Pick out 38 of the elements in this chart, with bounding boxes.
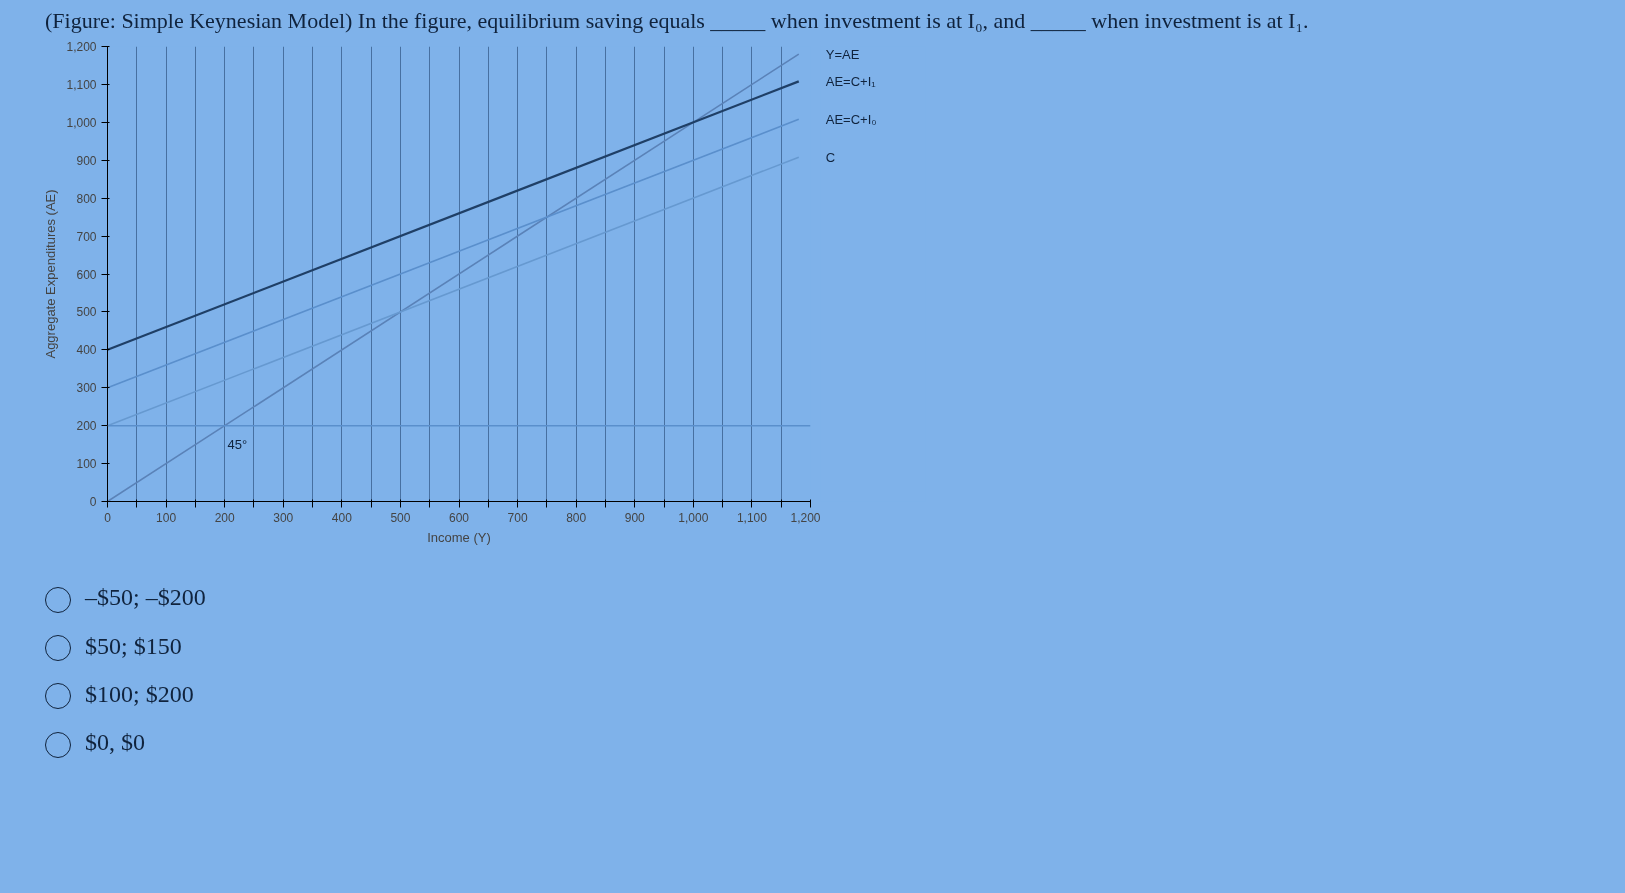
x-tick-label: 1,100 [736, 510, 768, 525]
text: C [825, 150, 836, 166]
x-tick-label: 0 [104, 510, 112, 525]
x-tick-label: 300 [273, 510, 294, 525]
text: AE=C+I₁ [825, 74, 877, 90]
text: $0, $0 [84, 728, 146, 758]
text: AE=C+I₀ [825, 112, 877, 128]
text: $100; $200 [84, 680, 195, 709]
text: $50; $150 [84, 631, 183, 661]
y-tick-label: 800 [76, 192, 97, 207]
x-axis-title: Income (Y) [427, 529, 491, 545]
y-tick-label: 700 [76, 230, 97, 245]
y-tick-label: 600 [76, 267, 97, 282]
text: –$50; –$200 [83, 583, 206, 613]
x-tick-label: 1,200 [790, 510, 821, 525]
x-tick-label: 500 [390, 510, 411, 525]
y-tick-label: 300 [76, 381, 97, 396]
y-tick-label: 900 [76, 154, 97, 169]
y-tick-label: 1,200 [66, 40, 97, 55]
y-tick-label: 1,000 [66, 116, 97, 131]
y-tick-label: 1,100 [66, 78, 97, 93]
y-tick-label: 100 [76, 457, 97, 472]
x-tick-label: 200 [214, 510, 235, 525]
y-tick-label: 400 [76, 343, 97, 358]
chart-title: (Figure: Simple Keynesian Model) In the figure, equilibrium saving equals _____ when investment is at I₀, and _____ when investment is at I₁. [45, 7, 1309, 35]
y-axis-title: Aggregate Expenditures (AE) [43, 189, 59, 359]
x-tick-label: 100 [156, 510, 177, 525]
x-tick-label: 900 [624, 510, 646, 525]
y-tick-label: 500 [76, 305, 97, 320]
y-tick-label: 0 [89, 495, 97, 510]
x-tick-label: 1,000 [678, 510, 709, 525]
text: Y=AE [825, 47, 860, 63]
x-tick-label: 400 [331, 510, 353, 525]
x-tick-label: 600 [448, 510, 470, 525]
x-tick-label: 800 [566, 510, 587, 525]
y-tick-label: 200 [76, 419, 97, 434]
x-tick-label: 700 [507, 510, 528, 525]
annotation: 45° [227, 436, 248, 452]
